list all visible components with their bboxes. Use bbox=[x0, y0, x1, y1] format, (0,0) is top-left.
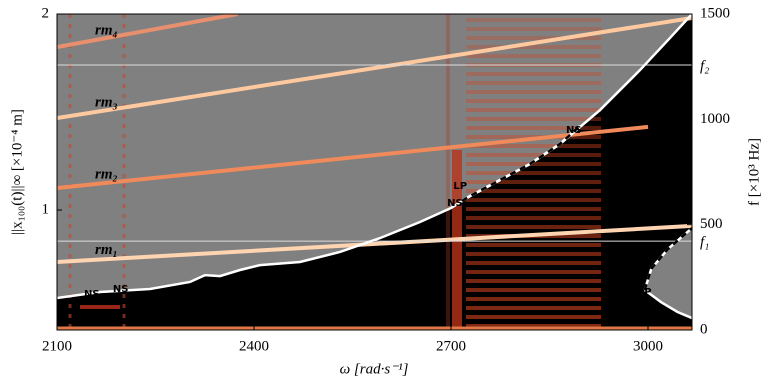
line-label: rm₁ bbox=[95, 242, 118, 258]
y2-tick-label: 1500 bbox=[700, 5, 730, 21]
texture bbox=[80, 305, 120, 309]
point-label: NS bbox=[566, 125, 582, 136]
texture bbox=[466, 14, 601, 330]
x-axis-label: ω [rad·s⁻¹] bbox=[340, 361, 409, 377]
y-axis-label: ||x₁₀₀(t)||∞ [×10⁻⁴ m] bbox=[9, 109, 25, 235]
plot-frame bbox=[56, 13, 693, 331]
harmonic-line bbox=[57, 14, 238, 50]
x-tick-label: 2100 bbox=[42, 338, 72, 354]
x-tick-label: 2700 bbox=[436, 338, 466, 354]
reference-label: f₁ bbox=[700, 235, 709, 251]
y-tick-label: 2 bbox=[42, 5, 50, 21]
point-label: LP bbox=[638, 287, 652, 298]
harmonic-line bbox=[57, 223, 692, 264]
region bbox=[644, 228, 692, 319]
curve bbox=[643, 289, 692, 320]
point-label: NS bbox=[113, 284, 129, 295]
x-tick-label: 2400 bbox=[239, 338, 269, 354]
harmonic-line bbox=[57, 124, 649, 191]
line-label: rm₂ bbox=[95, 167, 118, 183]
point-label: LP bbox=[453, 181, 467, 192]
y2-tick-label: 1000 bbox=[700, 111, 730, 127]
y2-axis-label: f [×10³ Hz] bbox=[746, 138, 762, 206]
x-tick-label: 3000 bbox=[633, 338, 663, 354]
point-label: NS bbox=[84, 289, 100, 300]
y2-tick-label: 500 bbox=[700, 216, 723, 232]
curve bbox=[643, 227, 693, 291]
curve bbox=[461, 125, 581, 203]
curve bbox=[57, 14, 692, 300]
y-tick-label: 1 bbox=[42, 201, 50, 217]
line-label: rm₃ bbox=[95, 95, 118, 111]
harmonic-line bbox=[57, 16, 692, 121]
spectral-texture bbox=[57, 14, 692, 330]
y2-tick-label: 0 bbox=[700, 321, 708, 337]
foreground-layer: f₂ f₁ rm₄ rm₃ rm₂ rm₁ NS NS NS LP NS LP bbox=[57, 14, 709, 320]
texture bbox=[446, 14, 450, 330]
point-label: NS bbox=[447, 198, 463, 209]
reference-label: f₂ bbox=[700, 58, 709, 74]
line-label: rm₄ bbox=[95, 23, 118, 39]
